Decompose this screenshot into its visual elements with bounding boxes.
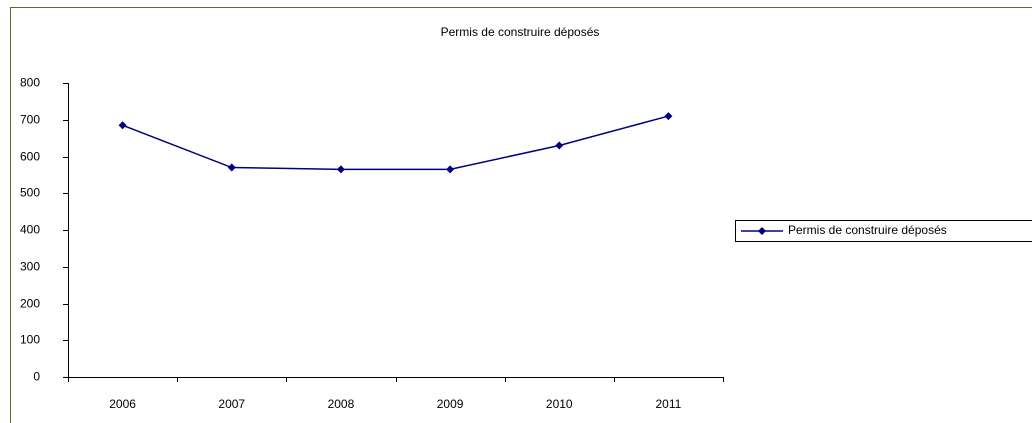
y-tick-label: 400: [20, 223, 40, 237]
y-tick-label: 200: [20, 297, 40, 311]
point-marker: [664, 112, 673, 121]
series-line: [122, 115, 669, 171]
x-tick-label: 2007: [218, 397, 245, 411]
x-tick-label: 2008: [328, 397, 355, 411]
chart-title: Permis de construire déposés: [441, 25, 600, 39]
y-tick-label: 0: [33, 370, 40, 384]
y-tick-label: 100: [20, 333, 40, 347]
point-marker: [118, 121, 127, 130]
y-tick-label: 600: [20, 150, 40, 164]
legend-marker: [758, 227, 766, 235]
x-tick-label: 2009: [437, 397, 464, 411]
point-marker: [555, 141, 564, 150]
y-tick-label: 700: [20, 113, 40, 127]
x-tick-label: 2006: [109, 397, 136, 411]
point-marker: [227, 163, 236, 172]
y-tick-label: 800: [20, 76, 40, 90]
point-marker: [446, 165, 455, 174]
point-marker: [336, 165, 345, 174]
x-tick-label: 2011: [656, 397, 682, 411]
chart-frame: [10, 7, 1032, 423]
legend-label: Permis de construire déposés: [788, 223, 947, 237]
legend-box: [735, 220, 1032, 242]
y-tick-label: 300: [20, 260, 40, 274]
y-tick-label: 500: [20, 186, 40, 200]
x-tick-label: 2010: [546, 397, 573, 411]
